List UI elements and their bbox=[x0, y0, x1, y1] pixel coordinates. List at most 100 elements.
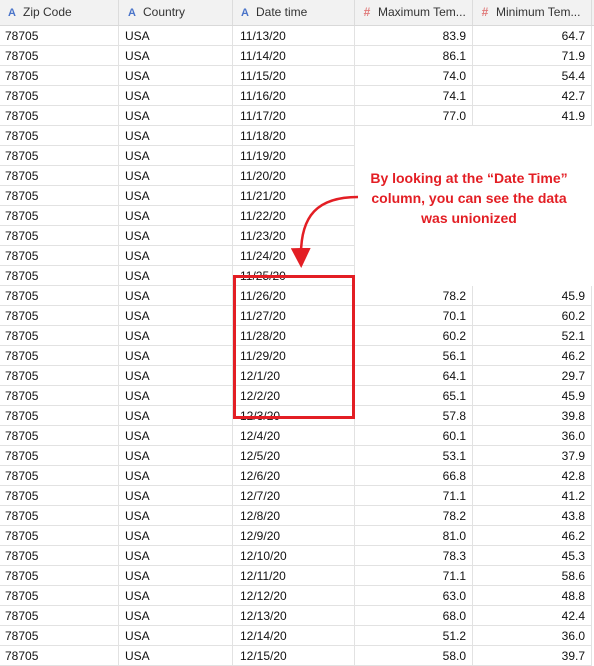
grid-body: 78705 USA 11/13/20 83.9 64.7 78705 USA 11/14/20… bbox=[0, 26, 594, 666]
zip-code-cell: 78705 bbox=[0, 366, 119, 386]
date-time-cell: 11/29/20 bbox=[233, 346, 355, 366]
maximum-temperature-cell: 63.0 bbox=[355, 586, 473, 606]
maximum-temperature-cell: 53.1 bbox=[355, 446, 473, 466]
column-header-label: Date time bbox=[256, 5, 307, 19]
zip-code-cell: 78705 bbox=[0, 326, 119, 346]
column-header-label: Minimum Tem... bbox=[496, 5, 580, 19]
minimum-temperature-cell: 37.9 bbox=[473, 446, 592, 466]
date-time-cell: 11/21/20 bbox=[233, 186, 355, 206]
zip-code-cell: 78705 bbox=[0, 526, 119, 546]
table-row[interactable]: 78705 USA 11/26/20 78.2 45.9 bbox=[0, 286, 594, 306]
country-cell: USA bbox=[119, 406, 233, 426]
country-cell: USA bbox=[119, 386, 233, 406]
country-cell: USA bbox=[119, 46, 233, 66]
table-row[interactable]: 78705 USA 12/11/20 71.1 58.6 bbox=[0, 566, 594, 586]
maximum-temperature-cell: 60.1 bbox=[355, 426, 473, 446]
zip-code-cell: 78705 bbox=[0, 646, 119, 666]
column-header-label: Maximum Tem... bbox=[378, 5, 466, 19]
date-time-cell: 12/15/20 bbox=[233, 646, 355, 666]
country-cell: USA bbox=[119, 306, 233, 326]
minimum-temperature-cell: 42.4 bbox=[473, 606, 592, 626]
string-type-icon: A bbox=[5, 1, 19, 25]
table-row[interactable]: 78705 USA 11/16/20 74.1 42.7 bbox=[0, 86, 594, 106]
table-row[interactable]: 78705 USA 11/27/20 70.1 60.2 bbox=[0, 306, 594, 326]
column-header-date-time[interactable]: A Date time bbox=[233, 0, 355, 25]
zip-code-cell: 78705 bbox=[0, 46, 119, 66]
date-time-cell: 11/28/20 bbox=[233, 326, 355, 346]
table-row[interactable]: 78705 USA 11/23/20 bbox=[0, 226, 594, 246]
maximum-temperature-cell bbox=[355, 226, 473, 246]
column-header-maximum-temperature[interactable]: # Maximum Tem... bbox=[355, 0, 473, 25]
country-cell: USA bbox=[119, 346, 233, 366]
table-row[interactable]: 78705 USA 11/18/20 bbox=[0, 126, 594, 146]
table-row[interactable]: 78705 USA 12/4/20 60.1 36.0 bbox=[0, 426, 594, 446]
table-row[interactable]: 78705 USA 11/28/20 60.2 52.1 bbox=[0, 326, 594, 346]
minimum-temperature-cell: 64.7 bbox=[473, 26, 592, 46]
minimum-temperature-cell: 52.1 bbox=[473, 326, 592, 346]
maximum-temperature-cell: 71.1 bbox=[355, 566, 473, 586]
date-time-cell: 12/14/20 bbox=[233, 626, 355, 646]
date-time-cell: 12/5/20 bbox=[233, 446, 355, 466]
date-time-cell: 11/18/20 bbox=[233, 126, 355, 146]
table-row[interactable]: 78705 USA 12/6/20 66.8 42.8 bbox=[0, 466, 594, 486]
table-row[interactable]: 78705 USA 11/25/20 bbox=[0, 266, 594, 286]
table-row[interactable]: 78705 USA 11/13/20 83.9 64.7 bbox=[0, 26, 594, 46]
table-row[interactable]: 78705 USA 11/29/20 56.1 46.2 bbox=[0, 346, 594, 366]
country-cell: USA bbox=[119, 546, 233, 566]
zip-code-cell: 78705 bbox=[0, 446, 119, 466]
column-header-country[interactable]: A Country bbox=[119, 0, 233, 25]
column-header-zip-code[interactable]: A Zip Code bbox=[0, 0, 119, 25]
country-cell: USA bbox=[119, 266, 233, 286]
column-header-minimum-temperature[interactable]: # Minimum Tem... bbox=[473, 0, 592, 25]
country-cell: USA bbox=[119, 606, 233, 626]
table-row[interactable]: 78705 USA 12/13/20 68.0 42.4 bbox=[0, 606, 594, 626]
table-row[interactable]: 78705 USA 12/1/20 64.1 29.7 bbox=[0, 366, 594, 386]
country-cell: USA bbox=[119, 246, 233, 266]
string-type-icon: A bbox=[238, 1, 252, 25]
table-row[interactable]: 78705 USA 12/5/20 53.1 37.9 bbox=[0, 446, 594, 466]
maximum-temperature-cell bbox=[355, 266, 473, 286]
table-row[interactable]: 78705 USA 12/12/20 63.0 48.8 bbox=[0, 586, 594, 606]
table-row[interactable]: 78705 USA 12/8/20 78.2 43.8 bbox=[0, 506, 594, 526]
table-row[interactable]: 78705 USA 12/10/20 78.3 45.3 bbox=[0, 546, 594, 566]
zip-code-cell: 78705 bbox=[0, 286, 119, 306]
country-cell: USA bbox=[119, 486, 233, 506]
table-row[interactable]: 78705 USA 12/14/20 51.2 36.0 bbox=[0, 626, 594, 646]
country-cell: USA bbox=[119, 646, 233, 666]
table-row[interactable]: 78705 USA 12/15/20 58.0 39.7 bbox=[0, 646, 594, 666]
table-row[interactable]: 78705 USA 11/15/20 74.0 54.4 bbox=[0, 66, 594, 86]
zip-code-cell: 78705 bbox=[0, 606, 119, 626]
maximum-temperature-cell: 70.1 bbox=[355, 306, 473, 326]
maximum-temperature-cell: 81.0 bbox=[355, 526, 473, 546]
minimum-temperature-cell: 46.2 bbox=[473, 526, 592, 546]
zip-code-cell: 78705 bbox=[0, 486, 119, 506]
maximum-temperature-cell: 58.0 bbox=[355, 646, 473, 666]
maximum-temperature-cell: 74.0 bbox=[355, 66, 473, 86]
table-row[interactable]: 78705 USA 12/3/20 57.8 39.8 bbox=[0, 406, 594, 426]
date-time-cell: 11/14/20 bbox=[233, 46, 355, 66]
minimum-temperature-cell: 42.8 bbox=[473, 466, 592, 486]
zip-code-cell: 78705 bbox=[0, 226, 119, 246]
minimum-temperature-cell bbox=[473, 146, 592, 166]
table-row[interactable]: 78705 USA 11/19/20 bbox=[0, 146, 594, 166]
maximum-temperature-cell bbox=[355, 126, 473, 146]
table-row[interactable]: 78705 USA 12/7/20 71.1 41.2 bbox=[0, 486, 594, 506]
table-row[interactable]: 78705 USA 11/17/20 77.0 41.9 bbox=[0, 106, 594, 126]
date-time-cell: 12/12/20 bbox=[233, 586, 355, 606]
maximum-temperature-cell bbox=[355, 246, 473, 266]
table-row[interactable]: 78705 USA 12/2/20 65.1 45.9 bbox=[0, 386, 594, 406]
zip-code-cell: 78705 bbox=[0, 426, 119, 446]
country-cell: USA bbox=[119, 206, 233, 226]
zip-code-cell: 78705 bbox=[0, 106, 119, 126]
maximum-temperature-cell: 83.9 bbox=[355, 26, 473, 46]
zip-code-cell: 78705 bbox=[0, 186, 119, 206]
date-time-cell: 11/19/20 bbox=[233, 146, 355, 166]
zip-code-cell: 78705 bbox=[0, 66, 119, 86]
table-row[interactable]: 78705 USA 12/9/20 81.0 46.2 bbox=[0, 526, 594, 546]
zip-code-cell: 78705 bbox=[0, 346, 119, 366]
grid-header: A Zip Code A Country A Date time # Maximum T… bbox=[0, 0, 594, 26]
table-row[interactable]: 78705 USA 11/14/20 86.1 71.9 bbox=[0, 46, 594, 66]
maximum-temperature-cell: 51.2 bbox=[355, 626, 473, 646]
minimum-temperature-cell: 29.7 bbox=[473, 366, 592, 386]
table-row[interactable]: 78705 USA 11/24/20 bbox=[0, 246, 594, 266]
